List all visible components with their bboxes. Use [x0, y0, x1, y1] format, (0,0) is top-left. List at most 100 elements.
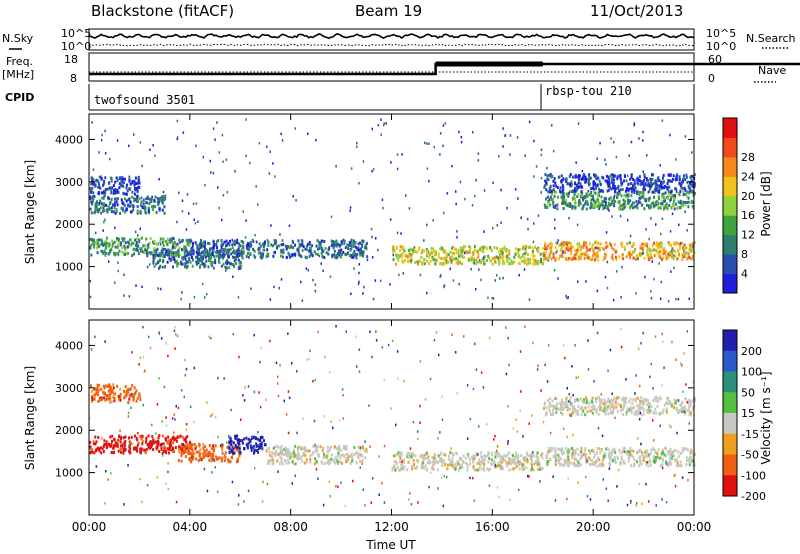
echo-cell	[292, 241, 294, 244]
echo-cell	[688, 404, 691, 408]
echo-cell	[268, 461, 271, 465]
echo-cell	[560, 457, 563, 461]
echo-cell	[585, 200, 587, 204]
echo-cell	[123, 441, 126, 445]
echo-cell	[254, 255, 257, 259]
echo-cell	[506, 461, 509, 465]
echo-cell	[189, 459, 192, 463]
echo-cell	[508, 468, 511, 472]
echo-cell	[462, 454, 465, 458]
echo-cell	[428, 262, 430, 266]
echo-cell	[453, 464, 456, 468]
echo-cell	[494, 462, 497, 466]
echo-cell	[642, 196, 645, 200]
echo-cell	[233, 242, 236, 246]
echo-cell	[112, 210, 115, 214]
cpid-program-2: rbsp-tou 210	[545, 84, 632, 98]
scatter-cell	[372, 168, 375, 171]
echo-cell	[515, 247, 517, 251]
echo-cell	[240, 248, 243, 252]
echo-cell	[576, 409, 579, 413]
echo-cell	[687, 196, 690, 200]
echo-cell	[439, 456, 442, 460]
echo-cell	[554, 463, 557, 467]
echo-cell	[333, 243, 336, 247]
echo-cell	[596, 183, 599, 187]
echo-cell	[641, 402, 644, 406]
echo-cell	[580, 397, 583, 401]
echo-cell	[124, 253, 126, 256]
echo-cell	[137, 178, 140, 182]
echo-cell	[692, 254, 694, 258]
echo-cell	[352, 244, 355, 248]
scatter-cell	[642, 252, 644, 255]
echo-cell	[580, 245, 583, 249]
echo-cell	[449, 460, 452, 464]
echo-cell	[623, 404, 626, 408]
echo-cell	[600, 401, 603, 405]
scatter-cell	[137, 234, 139, 237]
echo-cell	[221, 445, 224, 449]
echo-cell	[558, 447, 561, 451]
echo-cell	[436, 468, 439, 472]
echo-cell	[658, 242, 661, 246]
echo-cell	[547, 173, 550, 177]
echo-cell	[229, 262, 232, 266]
y-tick-label: 1000	[55, 261, 83, 274]
echo-cell	[594, 201, 597, 205]
nave-label: Nave	[758, 64, 786, 77]
echo-cell	[455, 261, 458, 264]
scatter-cell	[363, 285, 365, 289]
echo-cell	[113, 203, 116, 207]
echo-cell	[260, 441, 263, 445]
echo-cell	[669, 462, 672, 466]
echo-cell	[222, 248, 225, 252]
echo-cell	[168, 256, 171, 260]
echo-cell	[227, 260, 230, 264]
echo-cell	[184, 262, 187, 266]
echo-cell	[573, 189, 576, 193]
echo-cell	[108, 383, 111, 387]
echo-cell	[597, 247, 600, 251]
echo-cell	[491, 257, 494, 261]
scatter-cell	[103, 220, 105, 224]
echo-cell	[185, 238, 188, 242]
echo-cell	[221, 254, 224, 258]
echo-cell	[257, 450, 259, 454]
echo-cell	[691, 189, 694, 193]
echo-cell	[498, 463, 501, 467]
echo-cell	[461, 465, 464, 469]
echo-cell	[580, 252, 583, 256]
echo-cell	[91, 176, 94, 180]
scatter-cell	[576, 188, 579, 191]
echo-cell	[199, 456, 202, 460]
echo-cell	[280, 243, 283, 247]
echo-cell	[236, 238, 239, 242]
echo-cell	[264, 443, 267, 447]
echo-cell	[493, 256, 496, 260]
echo-cell	[108, 444, 111, 448]
echo-cell	[487, 460, 490, 464]
echo-cell	[308, 255, 311, 258]
echo-cell	[632, 242, 635, 245]
echo-cell	[359, 253, 362, 257]
echo-cell	[560, 174, 563, 178]
echo-cell	[242, 241, 245, 244]
echo-cell	[353, 446, 356, 449]
echo-cell	[285, 247, 288, 251]
echo-cell	[682, 190, 685, 194]
echo-cell	[582, 197, 585, 201]
echo-cell	[134, 243, 137, 247]
echo-cell	[155, 262, 158, 266]
echo-cell	[583, 401, 585, 405]
echo-cell	[124, 448, 127, 452]
plot-title: Blackstone (fitACF)	[91, 2, 234, 20]
echo-cell	[638, 178, 641, 182]
echo-cell	[541, 452, 544, 456]
echo-cell	[173, 257, 176, 261]
scatter-cell	[478, 268, 480, 271]
echo-cell	[243, 437, 246, 441]
echo-cell	[692, 257, 695, 261]
echo-cell	[102, 445, 105, 448]
